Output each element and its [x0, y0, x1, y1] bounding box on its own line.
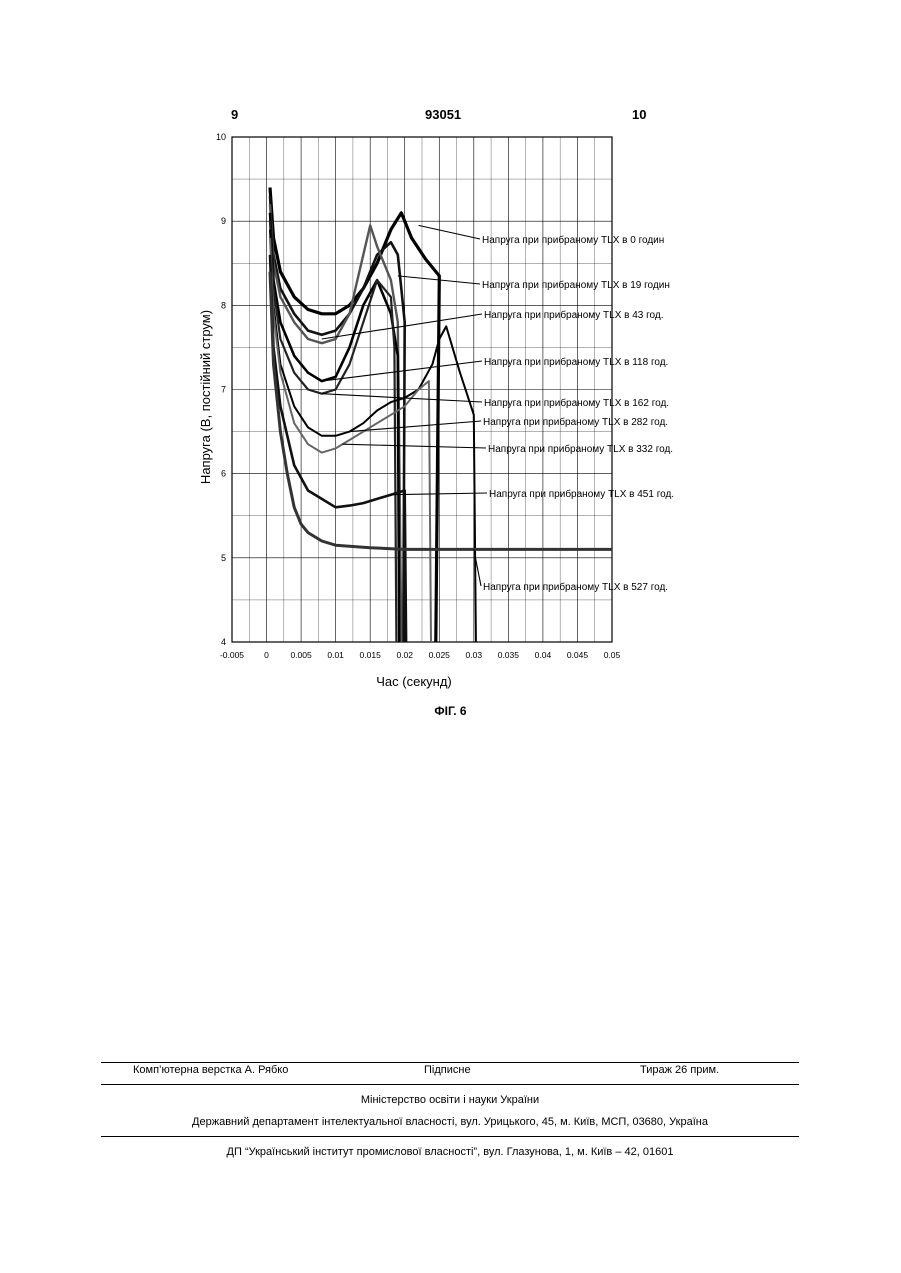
figure-caption: ФІГ. 6 [0, 704, 901, 718]
y-tick-label: 5 [221, 553, 226, 563]
y-axis-label: Напруга (В, постійний струм) [198, 310, 213, 484]
series-annotation-0: Напруга при прибраному TLX в 0 годин [482, 234, 664, 246]
x-tick-label: 0.05 [604, 650, 621, 660]
x-tick-label: 0.01 [327, 650, 344, 660]
footer-rule-middle [101, 1084, 799, 1085]
series-line-3 [270, 213, 399, 642]
series-line-0 [270, 188, 439, 643]
x-tick-label: -0.005 [220, 650, 244, 660]
series-annotation-4: Напруга при прибраному TLX в 162 год. [484, 397, 669, 409]
footer-signed: Підписне [424, 1064, 471, 1076]
y-tick-label: 10 [216, 132, 226, 142]
footer-rule-bottom [101, 1136, 799, 1137]
y-tick-label: 8 [221, 300, 226, 310]
x-tick-label: 0.025 [429, 650, 451, 660]
footer-institute: ДП “Український інститут промислової вла… [101, 1146, 799, 1158]
voltage-time-chart: -0.005 0 0.005 0.01 0.015 0.02 0.025 0.03 0.035 0… [0, 0, 901, 720]
x-tick-label: 0 [264, 650, 269, 660]
y-tick-label: 9 [221, 216, 226, 226]
x-tick-label: 0.02 [396, 650, 413, 660]
x-axis-label: Час (секунд) [376, 674, 452, 689]
x-tick-label: 0.005 [290, 650, 312, 660]
x-tick-label: 0.03 [466, 650, 483, 660]
series-annotation-8: Напруга при прибраному TLX в 527 год. [483, 581, 668, 593]
chart-annotations: Напруга при прибраному TLX в 0 годин Напр… [322, 225, 674, 593]
footer-department: Державний департамент інтелектуальної вл… [101, 1116, 799, 1128]
y-tick-label: 4 [221, 637, 226, 647]
annotation-leader-6 [343, 444, 486, 448]
annotation-leader-4 [322, 394, 482, 402]
annotation-leader-5 [349, 421, 481, 432]
footer-rule-top [101, 1062, 799, 1063]
footer-ministry: Міністерство освіти і науки України [101, 1094, 799, 1106]
series-annotation-1: Напруга при прибраному TLX в 19 годин [482, 279, 670, 291]
chart-series [270, 188, 612, 643]
series-annotation-7: Напруга при прибраному TLX в 451 год. [489, 488, 674, 500]
series-annotation-5: Напруга при прибраному TLX в 282 год. [483, 416, 668, 428]
series-annotation-2: Напруга при прибраному TLX в 43 год. [484, 309, 664, 321]
x-tick-label: 0.045 [567, 650, 589, 660]
series-annotation-3: Напруга при прибраному TLX в 118 год. [484, 356, 668, 368]
y-tick-label: 7 [221, 385, 226, 395]
series-annotation-6: Напруга при прибраному TLX в 332 год. [488, 443, 673, 455]
x-tick-label: 0.035 [498, 650, 520, 660]
annotation-leader-0 [419, 225, 480, 239]
footer-layout-credit: Комп’ютерна верстка А. Рябко [133, 1064, 288, 1076]
x-tick-label: 0.04 [535, 650, 552, 660]
footer-print-run: Тираж 26 прим. [640, 1064, 719, 1076]
y-tick-label: 6 [221, 469, 226, 479]
x-tick-label: 0.015 [360, 650, 382, 660]
